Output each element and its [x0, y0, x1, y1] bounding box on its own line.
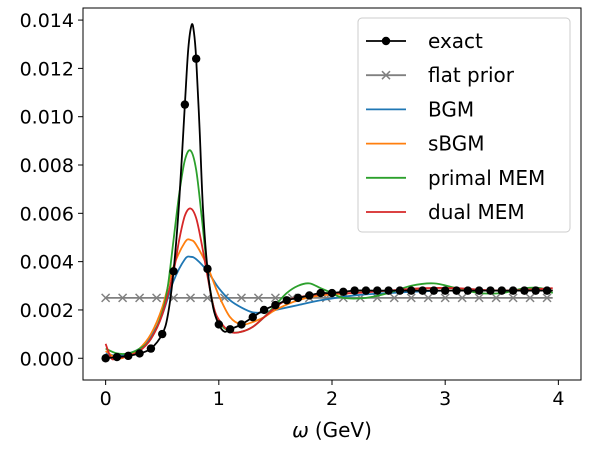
data-point	[452, 286, 461, 295]
data-point	[293, 293, 303, 303]
legend-item-bgm: BGM	[366, 97, 474, 121]
data-point	[361, 286, 371, 295]
x-axis: 0 1 2 3 4	[100, 380, 564, 410]
data-point	[474, 286, 484, 295]
data-point	[236, 293, 246, 303]
series-flat-prior	[101, 293, 553, 303]
data-point	[463, 286, 473, 295]
legend-label: flat prior	[428, 63, 515, 87]
data-point	[135, 349, 144, 358]
legend-label: BGM	[428, 97, 474, 121]
data-point	[248, 312, 257, 322]
legend-item-exact: exact	[366, 29, 483, 53]
series-line-bgm	[105, 255, 553, 357]
legend: exact flat prior BGM sBGM primal MEM dual MEM	[357, 17, 571, 233]
data-point	[146, 344, 156, 353]
data-point	[440, 293, 450, 303]
y-tick-label: 0.000	[20, 348, 74, 370]
data-point	[101, 293, 111, 303]
data-point	[497, 286, 506, 295]
data-point	[525, 293, 535, 303]
data-point	[542, 293, 552, 303]
data-point	[101, 354, 110, 363]
x-tick-label: 3	[439, 388, 451, 410]
x-axis-label: ω (GeV)	[292, 418, 372, 442]
legend-label: dual MEM	[428, 200, 525, 224]
data-point	[407, 286, 416, 295]
x-tick-label: 4	[552, 388, 564, 410]
data-point	[508, 293, 518, 303]
data-point	[316, 288, 325, 298]
data-point	[486, 286, 495, 295]
y-tick-label: 0.006	[20, 203, 74, 225]
legend-label: primal MEM	[428, 166, 545, 190]
data-point	[423, 293, 433, 303]
y-tick-label: 0.012	[20, 58, 74, 80]
y-tick-label: 0.008	[20, 155, 74, 177]
data-point	[384, 286, 393, 295]
y-tick-label: 0.014	[20, 10, 74, 32]
data-point	[225, 325, 235, 334]
y-tick-label: 0.002	[20, 300, 74, 322]
data-point	[327, 288, 337, 298]
data-point	[305, 291, 314, 300]
data-point	[531, 286, 540, 295]
data-point	[339, 287, 348, 297]
data-point	[457, 293, 467, 303]
data-point	[520, 286, 529, 295]
series-exact	[101, 23, 553, 363]
data-point	[429, 286, 439, 295]
data-point	[418, 286, 427, 295]
data-point	[259, 305, 269, 315]
legend-marker	[381, 36, 391, 46]
x-tick-label: 0	[100, 388, 112, 410]
data-point	[350, 286, 359, 295]
data-point	[395, 286, 405, 295]
series-layer	[101, 23, 554, 363]
data-point	[203, 264, 212, 274]
legend-label: exact	[428, 29, 483, 53]
data-point	[191, 54, 201, 63]
x-tick-label: 2	[326, 388, 338, 410]
data-point	[282, 296, 291, 305]
legend-item-primal-mem: primal MEM	[366, 166, 545, 190]
data-point	[474, 293, 484, 303]
data-point	[124, 351, 133, 361]
legend-marker	[381, 70, 391, 80]
data-point	[271, 300, 280, 310]
data-point	[135, 293, 145, 303]
data-point	[158, 329, 167, 339]
legend-item-flat-prior: flat prior	[366, 63, 515, 87]
legend-item-sbgm: sBGM	[366, 132, 485, 156]
y-axis: 0.000 0.002 0.004 0.006 0.008 0.010 0.012 0.014	[20, 10, 83, 370]
series-bgm	[105, 255, 553, 357]
data-point	[237, 320, 246, 329]
data-point	[253, 293, 263, 303]
data-point	[118, 293, 128, 303]
data-point	[214, 320, 224, 329]
data-point	[169, 267, 178, 276]
data-point	[406, 293, 416, 303]
y-tick-label: 0.010	[20, 107, 74, 129]
legend-item-dual-mem: dual MEM	[366, 200, 525, 224]
data-point	[373, 286, 382, 295]
data-point	[440, 286, 450, 295]
data-point	[491, 293, 501, 303]
data-point	[112, 352, 122, 362]
data-point	[152, 293, 162, 303]
data-point	[270, 293, 280, 303]
legend-label: sBGM	[428, 132, 485, 156]
y-tick-label: 0.004	[20, 252, 74, 274]
data-point	[508, 286, 518, 295]
legend-box	[357, 17, 571, 233]
data-point	[180, 100, 190, 109]
data-point	[185, 293, 196, 303]
x-tick-label: 1	[213, 388, 225, 410]
data-point	[389, 293, 399, 303]
data-point	[542, 286, 552, 295]
